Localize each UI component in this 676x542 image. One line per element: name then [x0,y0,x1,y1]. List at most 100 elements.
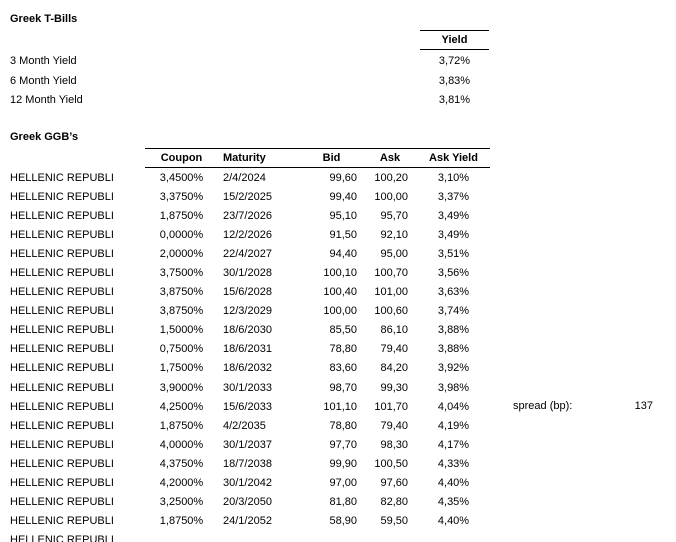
bond-row-values: 3,8750% 15/6/2028 100,40 101,00 3,63% [145,286,490,298]
bond-bid: 94,40 [329,248,357,261]
bond-ask: 86,10 [380,324,408,337]
bond-maturity: 2/4/2024 [223,172,266,185]
bond-row: HELLENIC REPUBLI 4,2000% 30/1/2042 97,00… [0,473,676,492]
tbill-yield-value: 3,81% [438,94,471,106]
bond-bid: 58,90 [329,514,357,527]
bond-issuer: HELLENIC REPUBLI [10,476,114,489]
bond-bid: 78,80 [329,419,357,432]
bond-maturity: 22/4/2027 [223,248,272,261]
bond-maturity: 12/2/2026 [223,229,272,242]
tbill-label: 12 Month Yield [10,94,83,106]
tbill-row-12m: 12 Month Yield 3,81% [0,91,676,110]
bond-issuer: HELLENIC REPUBLI [10,324,114,337]
bond-ask: 101,00 [374,286,408,299]
bond-row-values: 3,8750% 12/3/2029 100,00 100,60 3,74% [145,305,490,317]
spread-value: 137 [634,400,653,412]
bond-ask-yield: 3,92% [437,362,470,375]
tbill-label: 6 Month Yield [10,75,77,87]
bond-row: HELLENIC REPUBLI 4,0000% 30/1/2037 97,70… [0,435,676,454]
bond-row: HELLENIC REPUBLI 4,2500% 15/6/2033 101,1… [0,397,676,416]
bond-coupon: 3,7500% [159,267,204,280]
bond-maturity: 12/3/2029 [223,305,272,318]
bond-row: HELLENIC REPUBLI 2,0000% 22/4/2027 94,40… [0,245,676,264]
bond-ask: 100,50 [374,457,408,470]
bond-issuer: HELLENIC REPUBLI [10,438,114,451]
bond-coupon: 3,9000% [159,381,204,394]
bond-maturity: 15/2/2025 [223,191,272,204]
bond-ask-yield: 3,51% [437,248,470,261]
ggb-section-title: Greek GGB’s [10,131,79,143]
bond-coupon: 3,8750% [159,305,204,318]
bond-ask: 79,40 [380,343,408,356]
bond-bid: 81,80 [329,495,357,508]
bond-row-values: 0,0000% 12/2/2026 91,50 92,10 3,49% [145,229,490,241]
bond-issuer: HELLENIC REPUBLI [10,457,114,470]
bond-issuer: HELLENIC REPUBLI [10,381,114,394]
bond-ask-yield: 4,33% [437,457,470,470]
tbill-row-6m: 6 Month Yield 3,83% [0,72,676,91]
bond-ask: 95,00 [380,248,408,261]
bond-issuer: HELLENIC REPUBLI [10,305,114,318]
bond-row-values: 3,7500% 30/1/2028 100,10 100,70 3,56% [145,267,490,279]
bond-ask: 100,70 [374,267,408,280]
bond-ask: 79,40 [380,419,408,432]
col-header-bid: Bid [322,152,341,164]
bond-row-values: 2,0000% 22/4/2027 94,40 95,00 3,51% [145,248,490,260]
bond-row-values: 1,8750% 4/2/2035 78,80 79,40 4,19% [145,420,490,432]
bond-ask: 101,70 [374,400,408,413]
bond-coupon: 4,3750% [159,457,204,470]
bond-issuer: HELLENIC REPUBLI [10,514,114,527]
bond-row: HELLENIC REPUBLI 3,9000% 30/1/2033 98,70… [0,378,676,397]
bond-maturity: 30/1/2037 [223,438,272,451]
tbill-row-3m: 3 Month Yield 3,72% [0,52,676,71]
bond-ask-yield: 4,19% [437,419,470,432]
col-header-ask: Ask [379,152,401,164]
bond-row-values: 1,8750% 24/1/2052 58,90 59,50 4,40% [145,515,490,527]
bond-maturity: 18/6/2032 [223,362,272,375]
bond-maturity: 4/2/2035 [223,419,266,432]
bond-ask: 100,60 [374,305,408,318]
bond-coupon: 1,8750% [159,514,204,527]
bond-ask-yield: 3,88% [437,343,470,356]
tbills-yield-header-label: Yield [441,34,468,46]
bond-row-values: 3,9000% 30/1/2033 98,70 99,30 3,98% [145,382,490,394]
bond-row: HELLENIC REPUBLI 3,8750% 15/6/2028 100,4… [0,283,676,302]
bond-coupon: 2,0000% [159,248,204,261]
bond-bid: 98,70 [329,381,357,394]
bond-row: HELLENIC REPUBLI 4,3750% 18/7/2038 99,90… [0,454,676,473]
ggb-table-body: HELLENIC REPUBLI 3,4500% 2/4/2024 99,60 … [0,169,676,542]
bond-issuer: HELLENIC REPUBLI [10,267,114,280]
bond-maturity: 30/1/2042 [223,476,272,489]
bond-issuer: HELLENIC REPUBLI [10,229,114,242]
bond-row-values: 3,3750% 15/2/2025 99,40 100,00 3,37% [145,191,490,203]
bond-bid: 99,60 [329,172,357,185]
bond-ask: 100,00 [374,191,408,204]
bond-row-values: 1,5000% 18/6/2030 85,50 86,10 3,88% [145,324,490,336]
bond-maturity: 20/3/2050 [223,495,272,508]
bond-coupon: 0,7500% [159,343,204,356]
bond-row-values: 3,2500% 20/3/2050 81,80 82,80 4,35% [145,496,490,508]
bond-coupon: 1,8750% [159,419,204,432]
bond-issuer: HELLENIC REPUBLI [10,210,114,223]
bond-row-values: 4,2000% 30/1/2042 97,00 97,60 4,40% [145,477,490,489]
col-header-coupon: Coupon [160,152,203,164]
bond-ask-yield: 3,88% [437,324,470,337]
bond-row: HELLENIC REPUBLI 3,2500% 20/3/2050 81,80… [0,492,676,511]
bond-ask-yield: 3,37% [437,191,470,204]
bond-ask-yield: 3,63% [437,286,470,299]
bond-bid: 101,10 [323,400,357,413]
bond-coupon: 1,8750% [159,210,204,223]
bond-coupon: 0,0000% [159,229,204,242]
bond-coupon: 1,5000% [159,324,204,337]
bond-bid: 97,70 [329,438,357,451]
bond-bid: 91,50 [329,229,357,242]
bond-ask: 98,30 [380,438,408,451]
col-header-maturity: Maturity [223,152,266,164]
bond-row: HELLENIC REPUBLI 3,4500% 2/4/2024 99,60 … [0,169,676,188]
bond-row-values: 4,2500% 15/6/2033 101,10 101,70 4,04% [145,401,490,413]
bond-row: HELLENIC REPUBLI 1,7500% 18/6/2032 83,60… [0,359,676,378]
bond-bid: 95,10 [329,210,357,223]
tbills-section-title: Greek T-Bills [10,13,78,25]
bond-bid: 83,60 [329,362,357,375]
